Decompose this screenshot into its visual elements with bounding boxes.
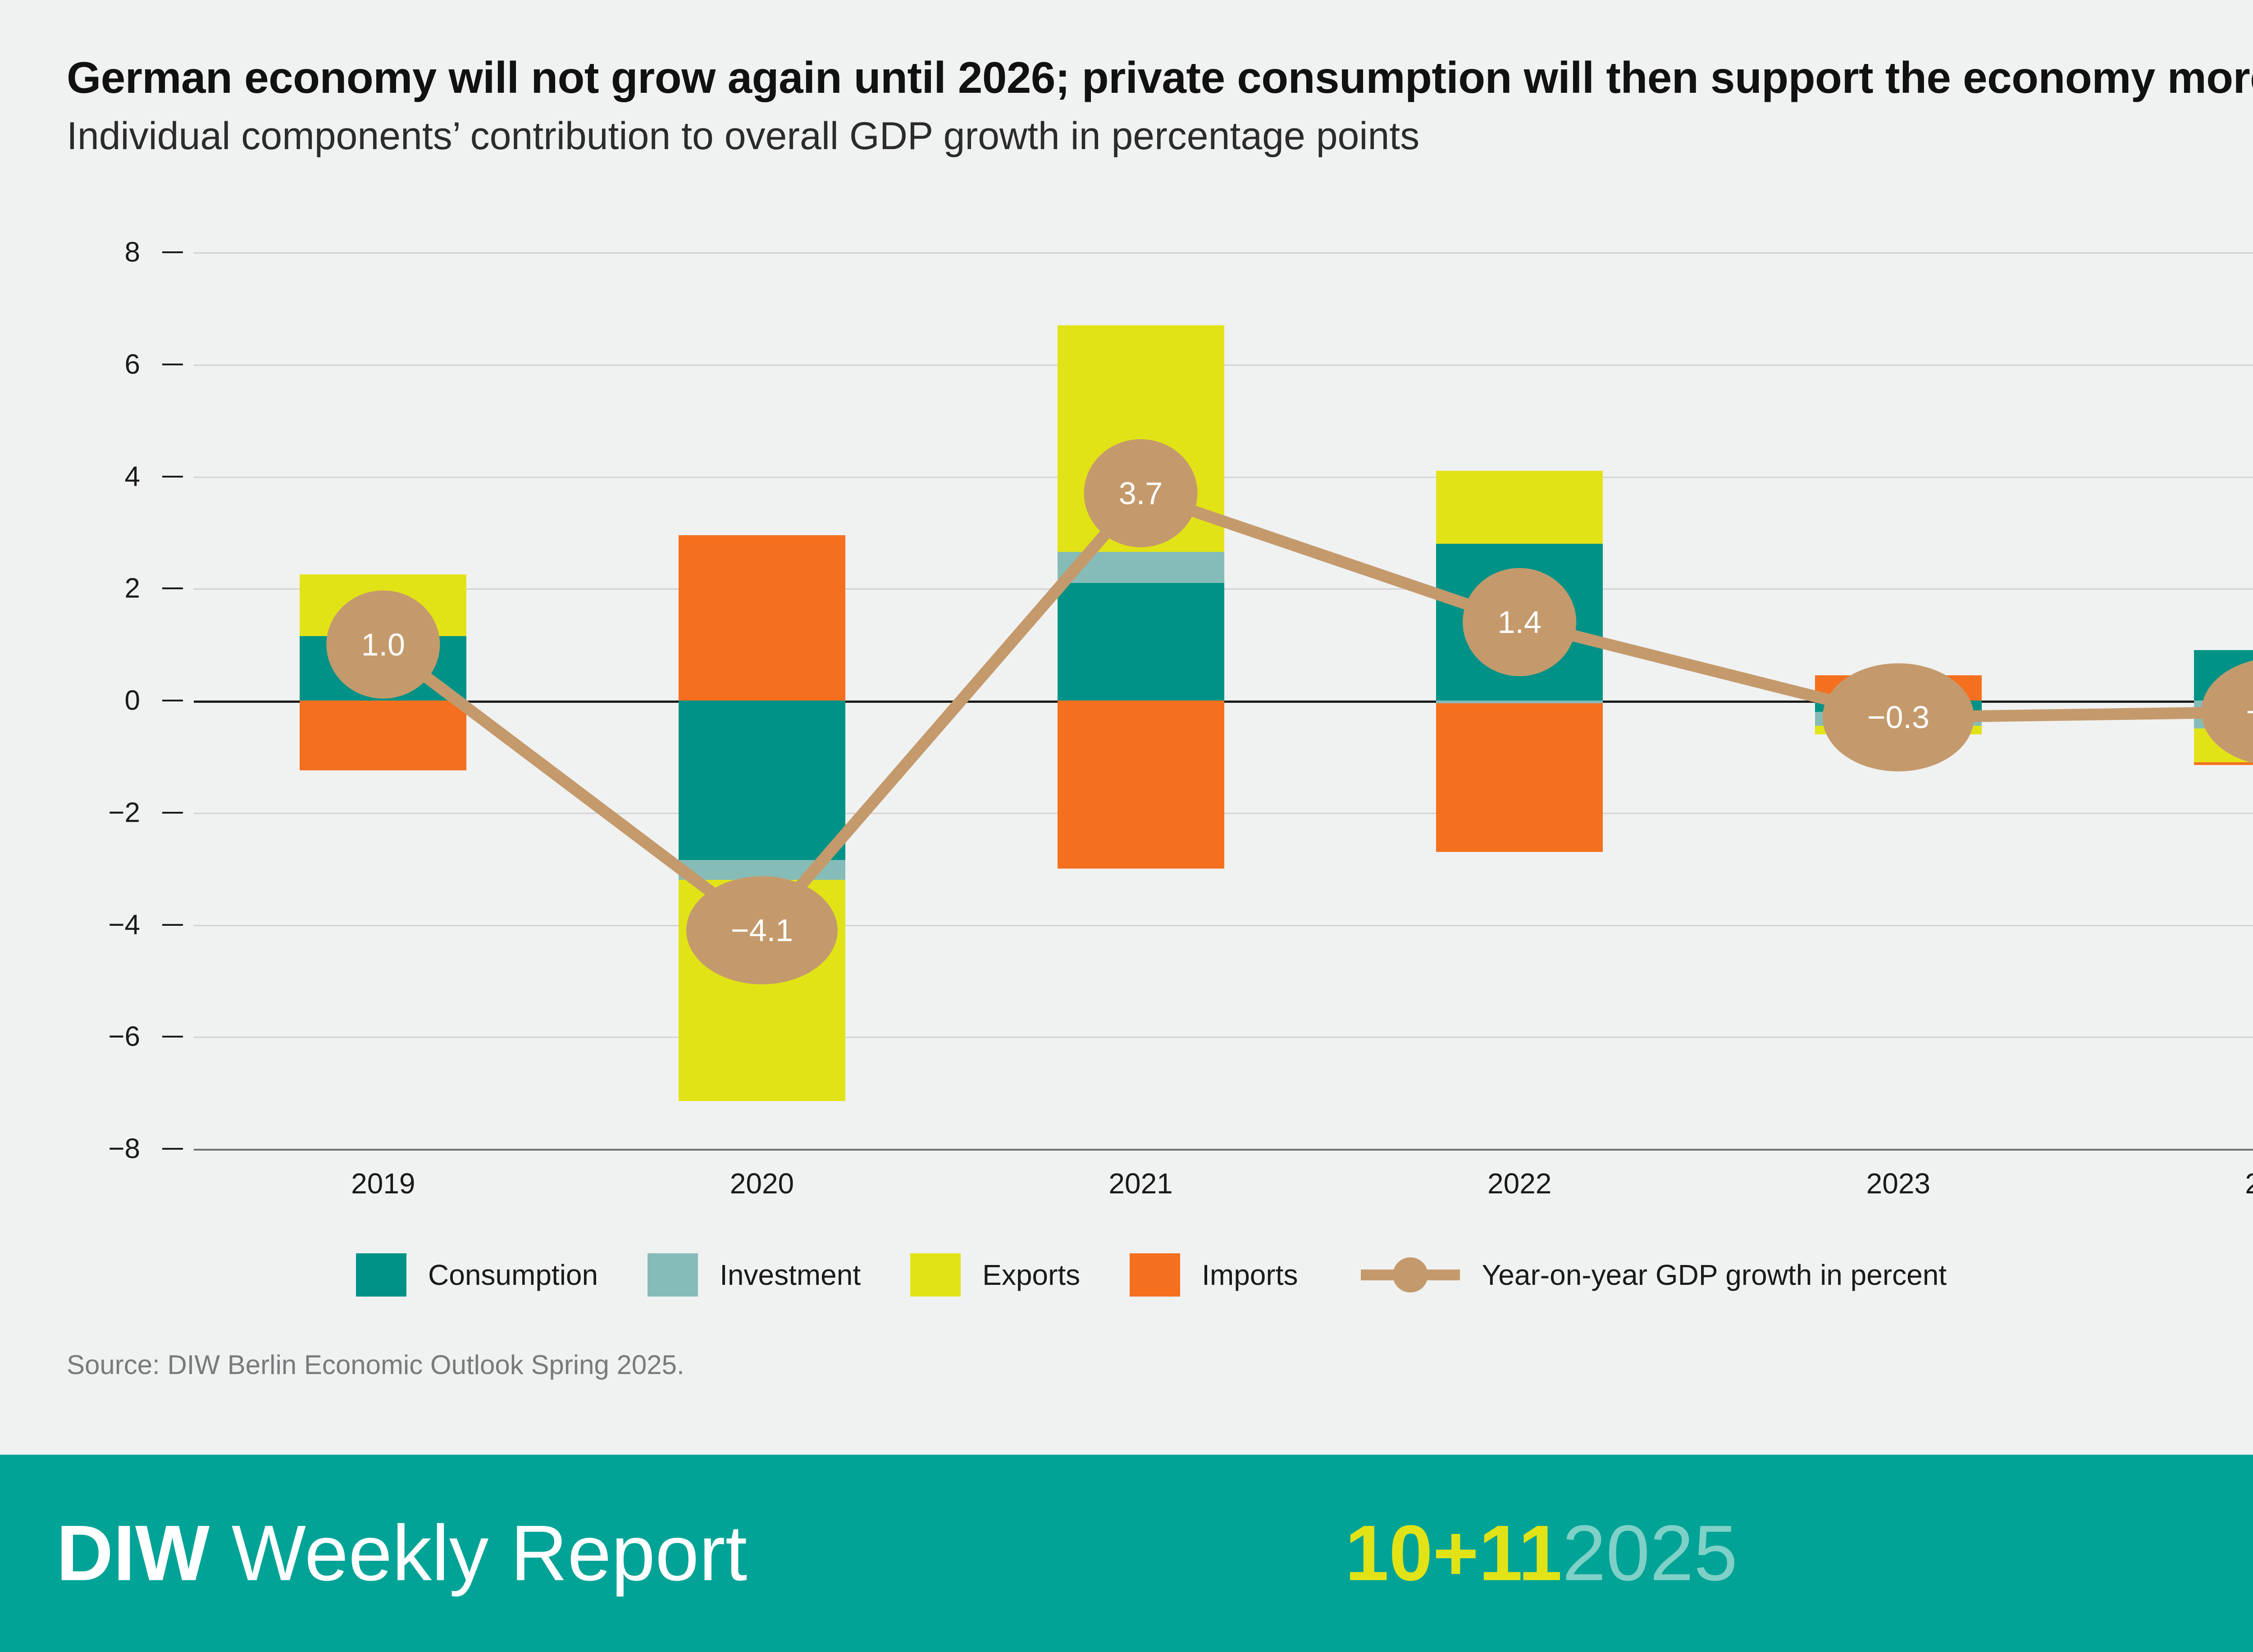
legend-item-imports[interactable]: Imports xyxy=(1130,1253,1298,1297)
legend-line-marker-icon xyxy=(1361,1253,1460,1297)
bar-segment-imports xyxy=(1057,701,1224,869)
x-axis-label-2022: 2022 xyxy=(1487,1167,1552,1200)
chart-header: German economy will not grow again until… xyxy=(67,54,2253,157)
chart-plot-area: Forecast 1.0−4.13.71.4−0.3−0.20.01.1 8 6 4… xyxy=(0,237,2253,1200)
data-point-marker xyxy=(1822,663,1974,772)
bar-segment-imports xyxy=(1436,703,1603,852)
bar-segment-imports xyxy=(679,535,845,701)
legend-item-investment[interactable]: Investment xyxy=(648,1253,861,1297)
gridline xyxy=(194,924,2253,926)
footer-bar: DIW Weekly Report 10+112025 DIW BERLIN xyxy=(0,1455,2253,1652)
y-axis-label: 2 xyxy=(124,573,140,604)
publication-title-bold: DIW xyxy=(56,1509,210,1597)
y-axis-tick xyxy=(162,811,183,814)
issue-block: 10+112025 xyxy=(1345,1508,1738,1599)
gdp-growth-line xyxy=(326,439,2253,984)
plot-canvas: Forecast 1.0−4.13.71.4−0.3−0.20.01.1 xyxy=(194,252,2253,1151)
bar-segment-investment xyxy=(1436,701,1603,704)
x-axis-label-2020: 2020 xyxy=(730,1167,794,1200)
legend-label: Consumption xyxy=(428,1259,598,1291)
data-point-marker xyxy=(686,876,838,984)
x-axis-label-2024: 2024 xyxy=(2245,1167,2253,1200)
gridline xyxy=(194,1037,2253,1038)
legend-swatch-icon xyxy=(356,1253,406,1297)
data-point-marker xyxy=(1463,568,1577,676)
x-axis-label-2023: 2023 xyxy=(1866,1167,1930,1200)
bar-segment-consumption xyxy=(679,701,845,860)
chart-legend: Consumption Investment Exports Imports Year-… xyxy=(356,1248,1996,1302)
legend-label: Year-on-year GDP growth in percent xyxy=(1482,1259,1947,1291)
gridline xyxy=(194,1149,2253,1151)
bar-segment-exports xyxy=(1436,471,1603,544)
data-point-marker xyxy=(2201,660,2253,763)
y-axis-tick xyxy=(162,363,183,365)
legend-label: Imports xyxy=(1202,1259,1298,1291)
y-axis-label: 8 xyxy=(124,237,140,268)
line-path xyxy=(377,487,2253,936)
legend-item-exports[interactable]: Exports xyxy=(910,1253,1080,1297)
page-subtitle: Individual components’ contribution to o… xyxy=(67,114,1420,158)
y-axis-tick xyxy=(162,700,183,701)
gridline xyxy=(194,252,2253,254)
legend-label: Investment xyxy=(720,1259,861,1291)
bar-segment-imports xyxy=(300,701,467,771)
y-axis-tick xyxy=(162,475,183,478)
data-point-marker xyxy=(326,590,440,699)
publication-title-light: Weekly Report xyxy=(231,1509,748,1597)
y-axis-label: −8 xyxy=(108,1133,140,1165)
y-axis-label: 0 xyxy=(124,685,140,716)
y-axis-tick xyxy=(162,587,183,590)
legend-item-consumption[interactable]: Consumption xyxy=(356,1253,598,1297)
x-axis-label-2021: 2021 xyxy=(1108,1167,1173,1200)
data-point-marker xyxy=(1084,439,1198,547)
x-axis-label-2019: 2019 xyxy=(351,1167,415,1200)
legend-label: Exports xyxy=(982,1259,1081,1291)
y-axis-label: −2 xyxy=(108,797,140,828)
y-axis-label: −4 xyxy=(108,909,140,940)
y-axis-tick xyxy=(162,251,183,253)
bar-segment-consumption xyxy=(1057,583,1224,701)
y-axis-label: −6 xyxy=(108,1021,140,1052)
bar-group xyxy=(1057,252,1224,1149)
source-note: Source: DIW Berlin Economic Outlook Spri… xyxy=(67,1350,684,1380)
y-axis-tick xyxy=(162,1036,183,1038)
y-axis-tick xyxy=(162,924,183,926)
legend-swatch-icon xyxy=(648,1253,698,1297)
legend-swatch-icon xyxy=(1130,1253,1181,1297)
bar-segment-imports xyxy=(2194,762,2253,765)
source-row: Source: DIW Berlin Economic Outlook Spri… xyxy=(67,1349,2253,1380)
y-axis-label: 6 xyxy=(124,349,140,380)
page-title: German economy will not grow again until… xyxy=(67,53,2253,102)
legend-item-year-on-year-gdp-growth-in-percent[interactable]: Year-on-year GDP growth in percent xyxy=(1361,1253,1947,1297)
legend-swatch-icon xyxy=(910,1253,961,1297)
issue-year: 2025 xyxy=(1562,1509,1738,1597)
y-axis-label: 4 xyxy=(124,461,140,492)
publication-title: DIW Weekly Report xyxy=(56,1508,747,1599)
issue-number: 10+11 xyxy=(1345,1509,1562,1597)
y-axis-tick xyxy=(162,1148,183,1150)
